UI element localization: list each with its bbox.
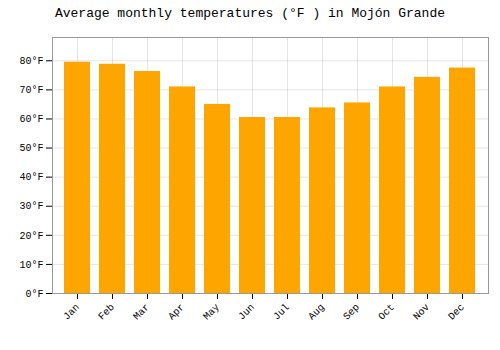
- svg-text:60°F: 60°F: [19, 114, 43, 125]
- html-text:Average monthly temperatures (: Average monthly temperatures (°F ) in Mo…: [55, 6, 445, 21]
- svg-text:Apr: Apr: [166, 302, 187, 323]
- svg-text:Mar: Mar: [131, 302, 152, 323]
- svg-text:Jan: Jan: [61, 302, 82, 323]
- svg-text:Sep: Sep: [341, 302, 362, 323]
- svg-text:80°F: 80°F: [19, 56, 43, 67]
- svg-text:Oct: Oct: [376, 302, 397, 323]
- svg-text:Feb: Feb: [96, 302, 117, 323]
- svg-text:40°F: 40°F: [19, 172, 43, 183]
- svg-text:50°F: 50°F: [19, 143, 43, 154]
- svg-text:70°F: 70°F: [19, 85, 43, 96]
- svg-text:Jun: Jun: [236, 302, 257, 323]
- svg-text:Nov: Nov: [411, 302, 432, 323]
- svg-text:May: May: [201, 302, 222, 323]
- svg-text:Dec: Dec: [446, 302, 467, 323]
- svg-text:30°F: 30°F: [19, 201, 43, 212]
- svg-text:Aug: Aug: [306, 302, 327, 323]
- svg-text:10°F: 10°F: [19, 260, 43, 271]
- svg-text:0°F: 0°F: [25, 289, 43, 300]
- svg-text:Jul: Jul: [271, 302, 292, 323]
- svg-text:20°F: 20°F: [19, 231, 43, 242]
